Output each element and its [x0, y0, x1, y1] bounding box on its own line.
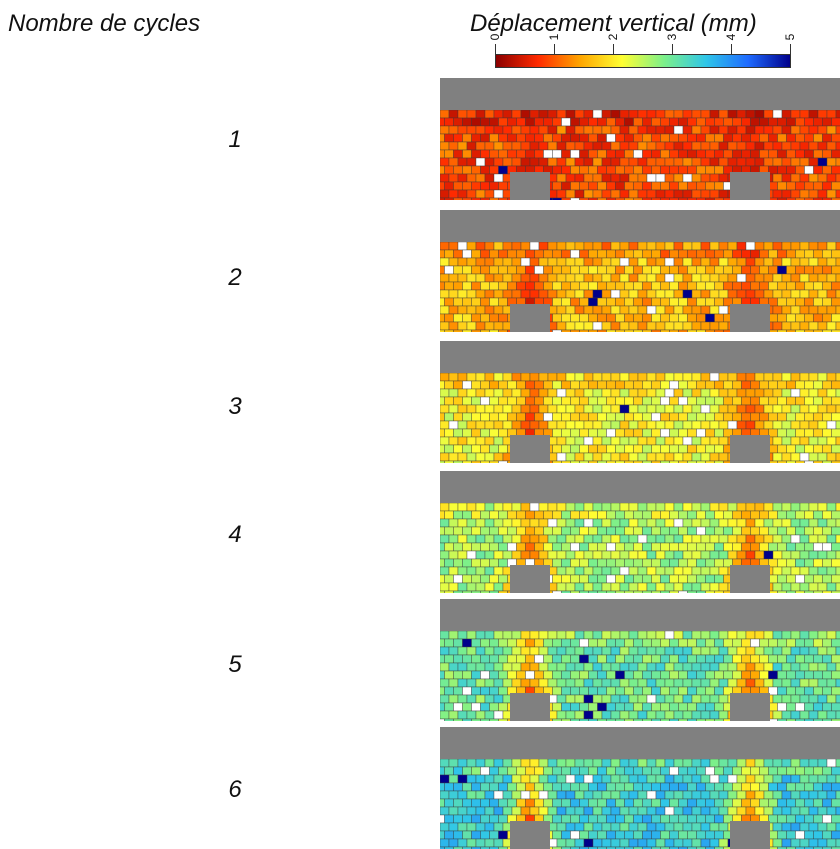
- colorbar-tick: [495, 44, 496, 54]
- cycle-label: 4: [228, 521, 242, 548]
- colorbar-tick: [672, 44, 673, 54]
- displacement-panel: [440, 471, 840, 593]
- colorbar-tick: [790, 44, 791, 54]
- cycle-label: 6: [228, 776, 242, 803]
- colorbar-tick-label: 5: [783, 33, 797, 41]
- support-block: [730, 821, 770, 849]
- displacement-panel: [440, 210, 840, 332]
- colorbar-tick: [554, 44, 555, 54]
- loading-plate: [440, 727, 840, 759]
- loading-plate: [440, 210, 840, 242]
- support-block: [730, 565, 770, 593]
- support-block: [510, 172, 550, 200]
- support-block: [510, 821, 550, 849]
- loading-plate: [440, 471, 840, 503]
- colorbar-tick-label: 3: [665, 33, 679, 41]
- displacement-panel: [440, 78, 840, 200]
- displacement-panel: [440, 727, 840, 849]
- colorbar-tick: [613, 44, 614, 54]
- cycles-axis-title: Nombre de cycles: [8, 10, 201, 37]
- colorbar-tick-label: 0: [488, 33, 502, 41]
- cycle-label: 2: [228, 264, 242, 291]
- colorbar-tick: [731, 44, 732, 54]
- support-block: [510, 304, 550, 332]
- support-block: [730, 435, 770, 463]
- support-block: [510, 565, 550, 593]
- displacement-colorbar: [495, 54, 791, 68]
- support-block: [730, 172, 770, 200]
- support-block: [510, 693, 550, 721]
- cycle-label: 3: [228, 393, 242, 420]
- support-block: [510, 435, 550, 463]
- colorbar-tick-label: 1: [547, 33, 561, 41]
- displacement-axis-title: Déplacement vertical (mm): [470, 10, 757, 37]
- displacement-panel: [440, 599, 840, 721]
- cycle-label: 1: [228, 126, 242, 153]
- loading-plate: [440, 599, 840, 631]
- cycle-label: 5: [228, 651, 242, 678]
- support-block: [730, 693, 770, 721]
- loading-plate: [440, 341, 840, 373]
- colorbar-tick-label: 2: [606, 33, 620, 41]
- loading-plate: [440, 78, 840, 110]
- colorbar-tick-label: 4: [724, 33, 738, 41]
- support-block: [730, 304, 770, 332]
- displacement-panel: [440, 341, 840, 463]
